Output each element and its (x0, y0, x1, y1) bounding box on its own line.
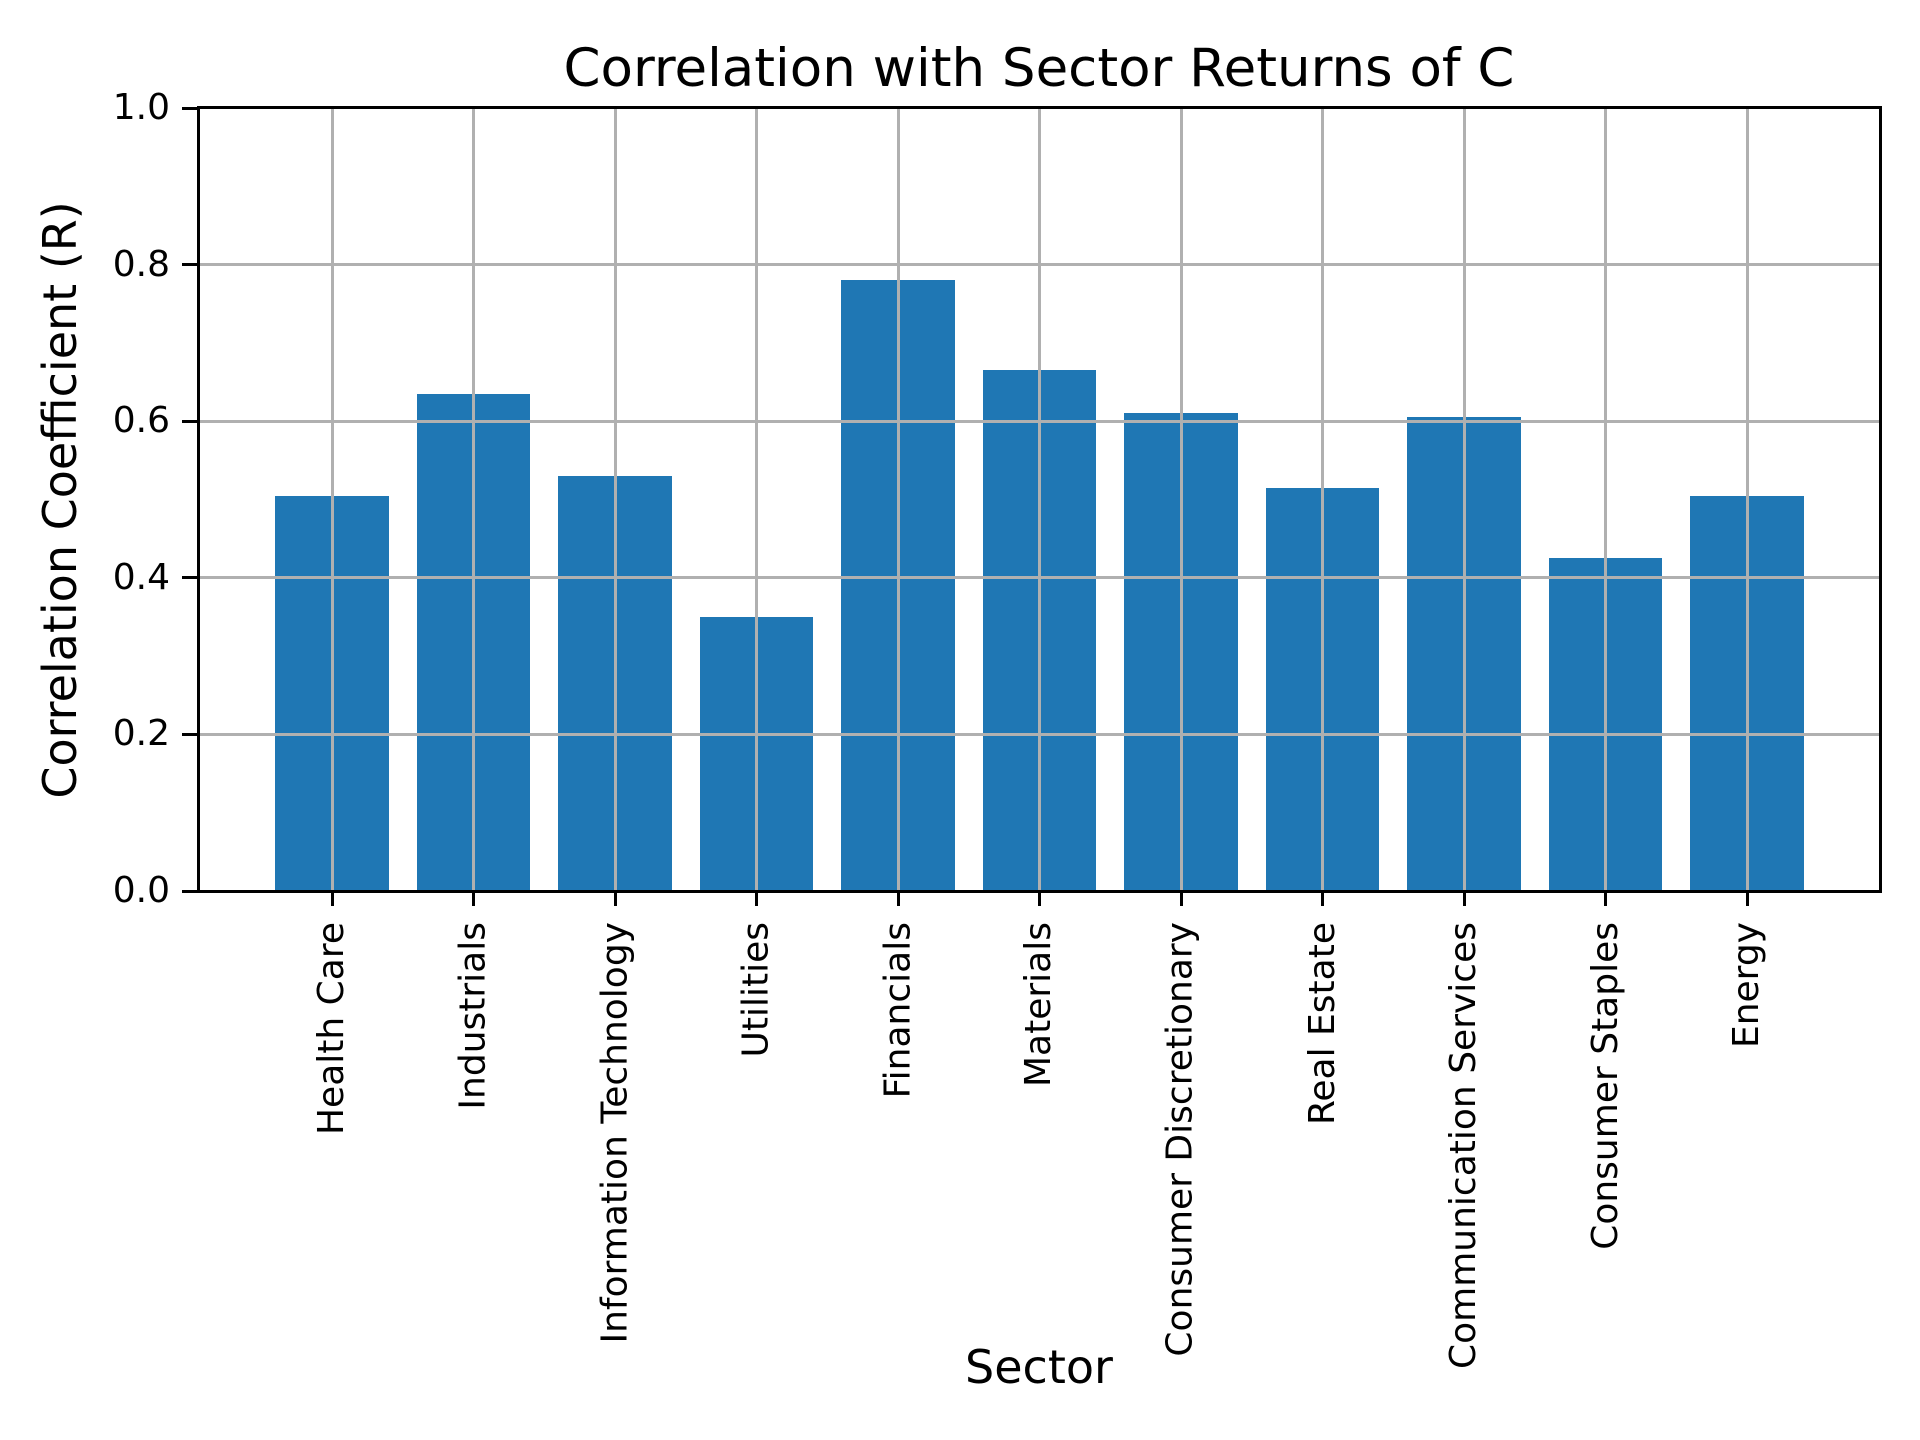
x-tick-mark-financials (896, 891, 900, 906)
x-tick-label-text-real-estate: Real Estate (1301, 922, 1343, 1125)
x-tick-mark-materials (1038, 891, 1041, 906)
x-tick-label-text-information-technology: Information Technology (594, 922, 635, 1344)
y-tick-mark-0.8 (182, 263, 199, 267)
chart-title: Correlation with Sector Returns of C (563, 38, 1515, 99)
x-tick-mark-utilities (755, 891, 758, 906)
x-tick-mark-consumer-staples (1604, 891, 1607, 906)
x-tick-label-text-financials: Financials (877, 922, 918, 1099)
x-tick-label-text-consumer-discretionary: Consumer Discretionary (1160, 922, 1201, 1357)
v-gridline-consumer-staples (1604, 108, 1607, 891)
y-tick-label-0.6: 0.6 (112, 400, 170, 442)
v-gridline-health-care (330, 108, 334, 891)
x-axis-label: Sector (965, 1340, 1113, 1394)
v-gridline-consumer-discretionary (1179, 108, 1183, 891)
v-gridline-industrials (472, 108, 475, 891)
v-gridline-information-technology (613, 108, 617, 891)
x-tick-mark-industrials (472, 891, 475, 906)
x-tick-mark-information-technology (613, 891, 617, 906)
x-tick-mark-energy (1745, 891, 1749, 906)
x-tick-mark-consumer-discretionary (1179, 891, 1183, 906)
y-tick-label-1.0: 1.0 (112, 87, 170, 128)
x-tick-label-text-consumer-staples: Consumer Staples (1584, 922, 1626, 1250)
v-gridline-real-estate (1321, 108, 1324, 891)
y-tick-mark-0.6 (182, 419, 199, 423)
y-tick-mark-1.0 (182, 106, 199, 110)
x-tick-label-text-health-care: Health Care (311, 922, 352, 1136)
x-tick-mark-health-care (330, 891, 334, 906)
v-gridline-financials (896, 108, 900, 891)
y-tick-label-0.4: 0.4 (112, 556, 170, 598)
x-tick-label-text-utilities: Utilities (735, 922, 777, 1058)
x-tick-label-text-energy: Energy (1726, 922, 1767, 1049)
y-tick-mark-0.2 (182, 732, 199, 736)
y-tick-label-0.2: 0.2 (112, 713, 170, 755)
v-gridline-energy (1745, 108, 1749, 891)
v-gridline-utilities (755, 108, 758, 891)
y-tick-mark-0.4 (182, 576, 199, 580)
y-axis-label: Correlation Coefficient (R) (33, 201, 87, 799)
y-tick-mark-0.0 (182, 889, 199, 893)
y-tick-label-0.8: 0.8 (112, 243, 170, 285)
v-gridline-communication-services (1462, 108, 1466, 891)
x-tick-mark-communication-services (1462, 891, 1466, 906)
x-tick-label-text-materials: Materials (1018, 922, 1060, 1088)
x-tick-mark-real-estate (1321, 891, 1324, 906)
v-gridline-materials (1038, 108, 1041, 891)
x-tick-label-text-industrials: Industrials (452, 922, 494, 1110)
y-tick-label-0.0: 0.0 (112, 870, 170, 911)
x-tick-label-text-communication-services: Communication Services (1443, 922, 1484, 1369)
